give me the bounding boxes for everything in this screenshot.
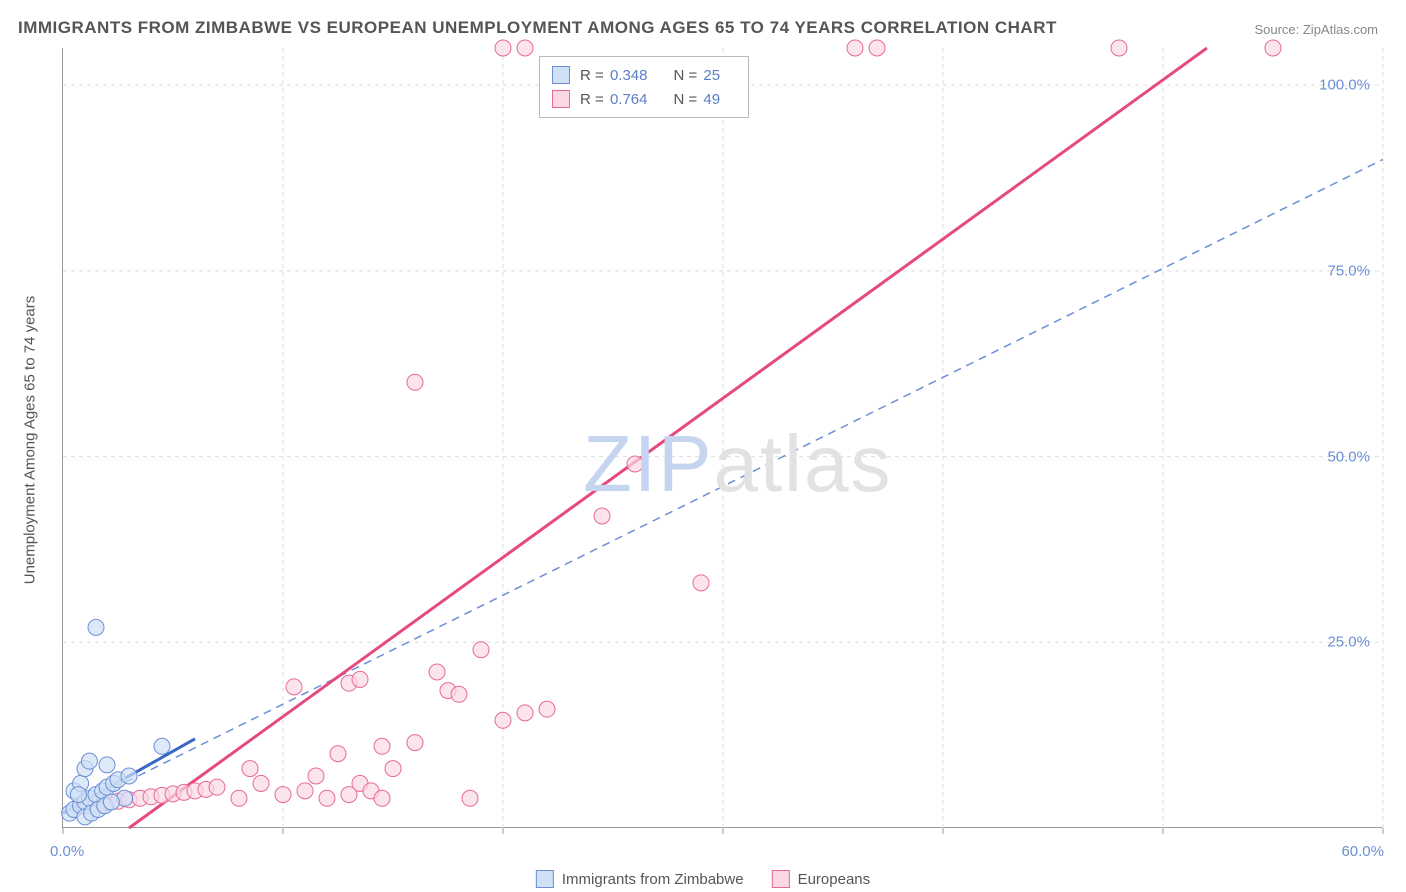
legend-label-a: Immigrants from Zimbabwe: [562, 871, 744, 888]
r-label: R =: [580, 67, 604, 84]
n-value-b: 49: [703, 91, 720, 108]
legend-row-a: R = 0.348 N = 25: [552, 63, 736, 87]
swatch-a-icon: [536, 870, 554, 888]
chart-svg: [63, 48, 1382, 827]
y-tick-label: 75.0%: [1327, 262, 1370, 279]
legend-row-b: R = 0.764 N = 49: [552, 87, 736, 111]
y-axis-label: Unemployment Among Ages 65 to 74 years: [22, 296, 39, 585]
chart-title: IMMIGRANTS FROM ZIMBABWE VS EUROPEAN UNE…: [18, 18, 1057, 38]
swatch-a-icon: [552, 66, 570, 84]
y-tick-label: 100.0%: [1319, 77, 1370, 94]
correlation-legend: R = 0.348 N = 25 R = 0.764 N = 49: [539, 56, 749, 118]
n-label: N =: [673, 91, 697, 108]
x-tick-0: 0.0%: [50, 843, 84, 860]
y-tick-label: 50.0%: [1327, 448, 1370, 465]
x-tick-60: 60.0%: [1341, 843, 1384, 860]
r-label: R =: [580, 91, 604, 108]
r-value-b: 0.764: [610, 91, 648, 108]
swatch-b-icon: [772, 870, 790, 888]
n-label: N =: [673, 67, 697, 84]
swatch-b-icon: [552, 90, 570, 108]
source-label: Source: ZipAtlas.com: [1254, 22, 1378, 37]
y-tick-label: 25.0%: [1327, 634, 1370, 651]
r-value-a: 0.348: [610, 67, 648, 84]
series-legend: Immigrants from Zimbabwe Europeans: [536, 870, 870, 888]
plot-area: ZIPatlas R = 0.348 N = 25 R = 0.764 N = …: [62, 48, 1382, 828]
legend-label-b: Europeans: [798, 871, 871, 888]
legend-item-a: Immigrants from Zimbabwe: [536, 870, 744, 888]
legend-item-b: Europeans: [772, 870, 871, 888]
n-value-a: 25: [703, 67, 720, 84]
